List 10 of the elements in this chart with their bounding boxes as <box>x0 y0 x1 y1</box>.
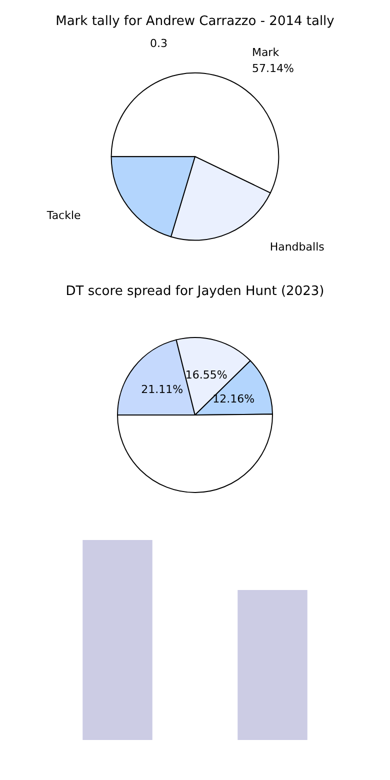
data-label: 57.14% <box>252 62 294 75</box>
data-label: 12.16% <box>212 392 255 406</box>
data-label: 16.55% <box>185 368 228 382</box>
slice-label: Handballs <box>270 240 325 254</box>
chart-title: Mark tally for Andrew Carrazzo - 2014 tally <box>56 14 335 29</box>
slice-label: Mark <box>252 46 280 59</box>
data-label: 21.11% <box>141 382 184 396</box>
chart-title: DT score spread for Jayden Hunt (2023) <box>66 284 324 299</box>
slice-label: Tackle <box>46 209 82 222</box>
text: 0.3 <box>150 37 168 50</box>
